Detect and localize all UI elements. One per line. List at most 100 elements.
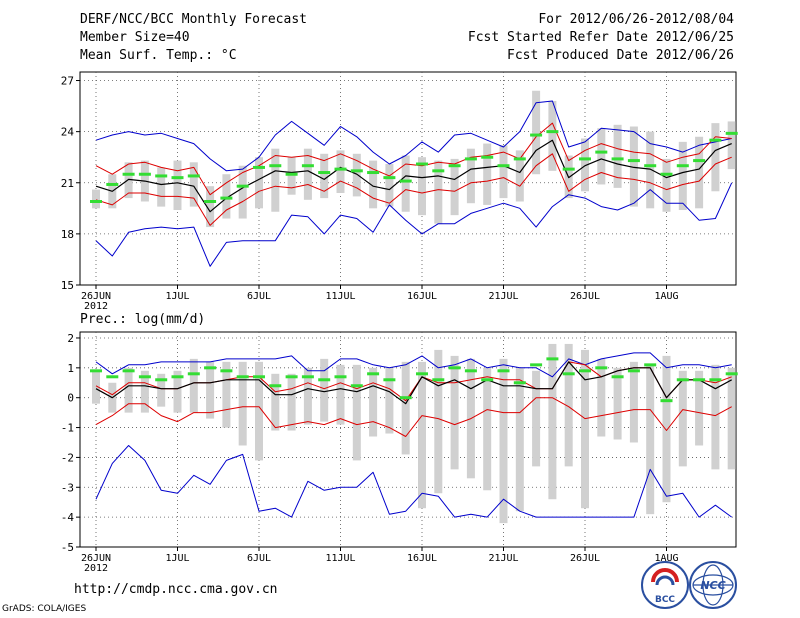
temp-ensemble-box xyxy=(124,162,133,199)
prec-x-tick-label: 1AUG xyxy=(654,553,678,564)
member-size-label: Member Size=40 xyxy=(80,30,190,45)
temp-ensemble-box xyxy=(173,160,182,211)
prec-ensemble-box xyxy=(238,361,247,446)
temp-plot-frame xyxy=(79,71,737,286)
prec-y-tick-label: 1 xyxy=(67,362,74,375)
prec-ensemble-box xyxy=(157,373,166,407)
prec-ensemble-box xyxy=(695,370,704,446)
prec-min-line xyxy=(95,445,732,518)
prec-ensemble-box xyxy=(92,370,100,404)
temp-ensemble-box xyxy=(548,100,557,171)
temp-ensemble-box xyxy=(515,150,524,202)
prec-ensemble-box xyxy=(483,367,492,491)
source-url[interactable]: http://cmdp.ncc.cma.gov.cn xyxy=(74,582,278,597)
prec-ensemble-box xyxy=(711,364,720,470)
temp-ensemble-box xyxy=(581,138,589,192)
temp-ensemble-box xyxy=(629,126,638,207)
temp-ensemble-box xyxy=(499,145,508,199)
prec-ensemble-box xyxy=(287,373,296,431)
temp-x-tick-label: 16JUL xyxy=(407,291,437,302)
prec-ensemble-box xyxy=(727,367,736,470)
prec-ensemble-box xyxy=(385,367,394,434)
prec-ensemble-box xyxy=(369,367,378,437)
prec-y-tick-label: -1 xyxy=(61,422,74,435)
temp-ensemble-box xyxy=(401,155,410,212)
prec-ensemble-box xyxy=(222,361,231,428)
temp-ensemble-mean-line xyxy=(95,139,732,213)
temp-ensemble-box xyxy=(532,90,541,175)
temp-ensemble-box xyxy=(189,162,198,207)
temp-y-tick-label: 24 xyxy=(61,126,75,139)
temp-ensemble-box xyxy=(646,131,655,209)
temp-ensemble-box xyxy=(450,158,459,216)
temp-ensemble-box xyxy=(711,123,720,192)
ncc-logo: NCC xyxy=(689,561,737,609)
forecast-period: For 2012/06/26-2012/08/04 xyxy=(538,12,734,27)
temp-ensemble-box xyxy=(385,164,394,207)
ncc-logo-text: NCC xyxy=(700,579,725,592)
temp-ensemble-box xyxy=(613,124,622,188)
prec-ensemble-box xyxy=(352,364,361,461)
prec-ensemble-box xyxy=(597,358,606,437)
temp-ensemble-box xyxy=(695,136,704,209)
temp-ensemble-box xyxy=(336,150,345,193)
temp-ensemble-box xyxy=(418,157,426,216)
prec-ensemble-box xyxy=(140,370,149,413)
temp-ensemble-box xyxy=(157,167,166,207)
prec-ensemble-box xyxy=(189,358,198,413)
temp-x-tick-label: 11JUL xyxy=(325,291,355,302)
temp-x-tick-label: 1AUG xyxy=(654,291,678,302)
temp-ensemble-box xyxy=(303,148,312,200)
prec-ensemble-box xyxy=(499,358,508,524)
prec-ensemble-box xyxy=(255,361,263,461)
temp-ensemble-box xyxy=(320,153,329,199)
prec-ensemble-box xyxy=(678,370,687,467)
temp-upper-spread-line xyxy=(95,122,732,196)
temp-ensemble-box xyxy=(434,160,443,224)
prec-x-tick-label: 6JUL xyxy=(247,553,271,564)
prec-ensemble-box xyxy=(532,370,541,467)
prec-ensemble-box xyxy=(173,370,182,413)
prec-y-tick-label: -4 xyxy=(61,511,75,524)
prec-ensemble-box xyxy=(613,367,622,440)
prec-x-year-label: 2012 xyxy=(84,563,108,574)
prec-ensemble-box xyxy=(303,367,312,425)
prec-y-tick-label: -3 xyxy=(61,481,74,494)
prec-ensemble-box xyxy=(662,355,671,503)
prec-ensemble-box xyxy=(271,373,280,431)
temp-ensemble-box xyxy=(287,157,296,195)
prec-ensemble-box xyxy=(336,364,345,425)
temp-x-tick-label: 6JUL xyxy=(247,291,271,302)
prec-ensemble-box xyxy=(548,343,557,500)
temp-ensemble-box xyxy=(92,189,100,209)
prec-lower-spread-line xyxy=(95,397,732,437)
fcst-started-date: Fcst Started Refer Date 2012/06/25 xyxy=(467,30,734,45)
temp-ensemble-box xyxy=(222,174,231,219)
temp-ensemble-box xyxy=(483,143,492,205)
temp-lower-spread-line xyxy=(95,153,732,226)
prec-y-tick-label: -5 xyxy=(61,541,74,554)
prec-x-tick-label: 11JUL xyxy=(325,553,355,564)
chart-title: DERF/NCC/BCC Monthly Forecast xyxy=(80,12,307,27)
prec-y-tick-label: 0 xyxy=(67,392,74,405)
prec-x-tick-label: 16JUL xyxy=(407,553,437,564)
fcst-produced-date: Fcst Produced Date 2012/06/26 xyxy=(507,48,734,63)
temp-ensemble-box xyxy=(678,141,687,211)
temp-x-tick-label: 26JUL xyxy=(570,291,600,302)
prec-y-tick-label: 2 xyxy=(67,332,74,345)
grads-credit: GrADS: COLA/IGES xyxy=(2,604,87,614)
temp-y-tick-label: 21 xyxy=(61,177,74,190)
temp-ensemble-box xyxy=(206,186,215,228)
temp-max-line xyxy=(95,100,732,172)
prec-plot-frame xyxy=(79,331,737,548)
prec-ensemble-box xyxy=(581,349,589,509)
temp-y-tick-label: 27 xyxy=(61,75,74,88)
prec-ensemble-box xyxy=(320,358,329,422)
prec-ensemble-box xyxy=(124,367,133,413)
prec-ensemble-box xyxy=(564,343,573,467)
temp-ensemble-box xyxy=(466,148,475,204)
bcc-logo: BCC xyxy=(641,561,689,609)
prec-ensemble-box xyxy=(418,361,426,509)
temp-min-line xyxy=(95,182,733,267)
temp-x-tick-label: 21JUL xyxy=(488,291,518,302)
